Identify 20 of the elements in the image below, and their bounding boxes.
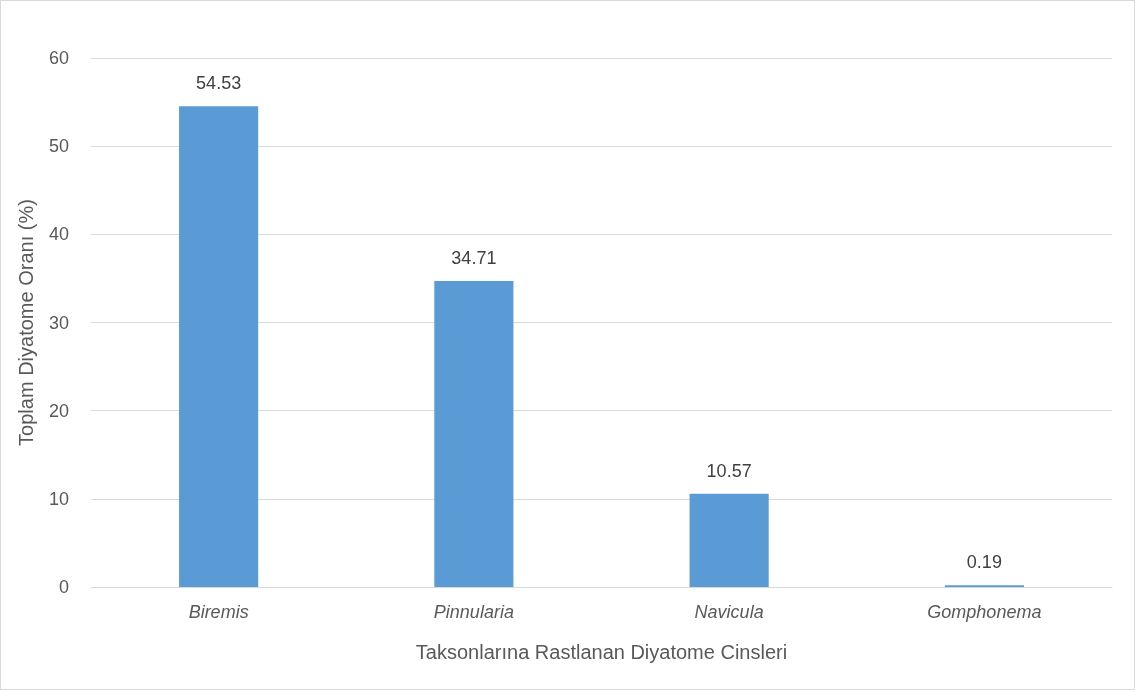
y-tick-label: 30	[48, 312, 69, 333]
bar	[179, 106, 259, 587]
data-label: 0.19	[966, 552, 1002, 573]
x-tick-label: Gomphonema	[927, 602, 1042, 622]
y-axis-title: Toplam Diyatome Oranı (%)	[15, 199, 37, 446]
data-label: 10.57	[706, 460, 752, 481]
y-tick-label: 0	[58, 577, 69, 597]
y-tick-label: 60	[48, 48, 69, 68]
y-tick-label: 20	[48, 400, 69, 421]
x-tick-label: Navicula	[694, 602, 764, 622]
x-tick-label: Biremis	[188, 602, 249, 622]
bar	[689, 493, 769, 587]
x-axis-title: Taksonlarına Rastlanan Diyatome Cinsleri	[415, 641, 788, 663]
y-tick-label: 40	[48, 224, 69, 245]
data-label: 54.53	[196, 73, 242, 94]
bar	[434, 280, 514, 587]
y-tick-label: 10	[48, 488, 69, 509]
y-tick-label: 50	[48, 136, 69, 157]
data-label: 34.71	[451, 247, 497, 268]
x-tick-label: Pinnularia	[433, 602, 514, 622]
